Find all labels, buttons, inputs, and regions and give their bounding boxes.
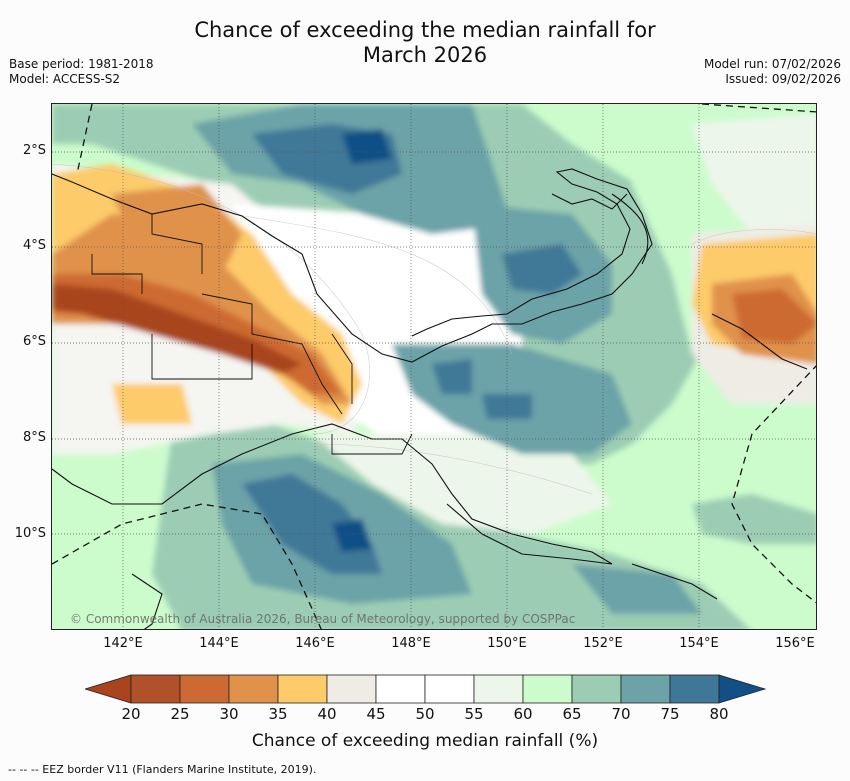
graticule <box>52 104 816 629</box>
lon-tick: 146°E <box>295 636 335 651</box>
lon-tick: 154°E <box>679 636 719 651</box>
colorbar-label: 20 <box>121 705 141 723</box>
meta-right: Model run: 07/02/2026 Issued: 09/02/2026 <box>704 57 841 87</box>
colorbar-cell <box>179 674 230 704</box>
issued-date: Issued: 09/02/2026 <box>725 72 841 86</box>
probability-fill <box>52 104 816 629</box>
colorbar-cell <box>228 674 279 704</box>
colorbar-label: 80 <box>709 705 729 723</box>
colorbar-cell <box>326 674 377 704</box>
title-line-2: March 2026 <box>362 43 488 67</box>
lat-tick: 2°S <box>22 143 46 158</box>
colorbar-label: 75 <box>660 705 680 723</box>
colorbar-label: 60 <box>513 705 533 723</box>
map-panel: © Commonwealth of Australia 2026, Bureau… <box>51 103 817 630</box>
colorbar-cell <box>424 674 475 704</box>
colorbar-cell <box>571 674 622 704</box>
lat-tick: 4°S <box>22 238 46 253</box>
lon-tick: 144°E <box>199 636 239 651</box>
copyright-text: © Commonwealth of Australia 2026, Bureau… <box>70 612 576 626</box>
model-run: Model run: 07/02/2026 <box>703 57 841 71</box>
lat-tick: 6°S <box>22 334 46 349</box>
colorbar-label: 65 <box>562 705 582 723</box>
colorbar-cell <box>130 674 181 704</box>
lat-tick: 10°S <box>14 526 46 541</box>
colorbar-cell <box>669 674 720 704</box>
colorbar-title: Chance of exceeding median rainfall (%) <box>251 731 599 751</box>
eez-border <box>52 104 816 629</box>
base-period: Base period: 1981-2018 <box>9 57 154 71</box>
colorbar-label: 30 <box>219 705 239 723</box>
colorbar-arrow-high <box>718 674 767 704</box>
colorbar-label: 55 <box>464 705 484 723</box>
lon-tick: 148°E <box>391 636 431 651</box>
colorbar-cell <box>277 674 328 704</box>
colorbar-cell <box>620 674 671 704</box>
title-line-1: Chance of exceeding the median rainfall … <box>194 18 656 42</box>
map-svg <box>52 104 816 629</box>
lat-tick: 8°S <box>22 430 46 445</box>
map-title: Chance of exceeding the median rainfall … <box>0 18 850 68</box>
colorbar <box>85 674 767 704</box>
colorbar-label: 45 <box>366 705 386 723</box>
colorbar-label: 50 <box>415 705 435 723</box>
lon-tick: 156°E <box>775 636 815 651</box>
colorbar-cell <box>473 674 524 704</box>
colorbar-label: 40 <box>317 705 337 723</box>
model-name: Model: ACCESS-S2 <box>9 72 121 86</box>
lon-tick: 142°E <box>103 636 143 651</box>
colorbar-label: 35 <box>268 705 288 723</box>
colorbar-cell <box>375 674 426 704</box>
colorbar-cell <box>522 674 573 704</box>
admin-borders <box>91 214 413 455</box>
meta-left: Base period: 1981-2018 Model: ACCESS-S2 <box>9 57 154 87</box>
lon-tick: 150°E <box>487 636 527 651</box>
colorbar-arrow-low <box>85 674 132 704</box>
coastlines <box>52 168 808 629</box>
colorbar-label: 25 <box>170 705 190 723</box>
eez-legend-note: -- -- -- EEZ border V11 (Flanders Marine… <box>8 763 317 776</box>
colorbar-label: 70 <box>611 705 631 723</box>
lon-tick: 152°E <box>583 636 623 651</box>
